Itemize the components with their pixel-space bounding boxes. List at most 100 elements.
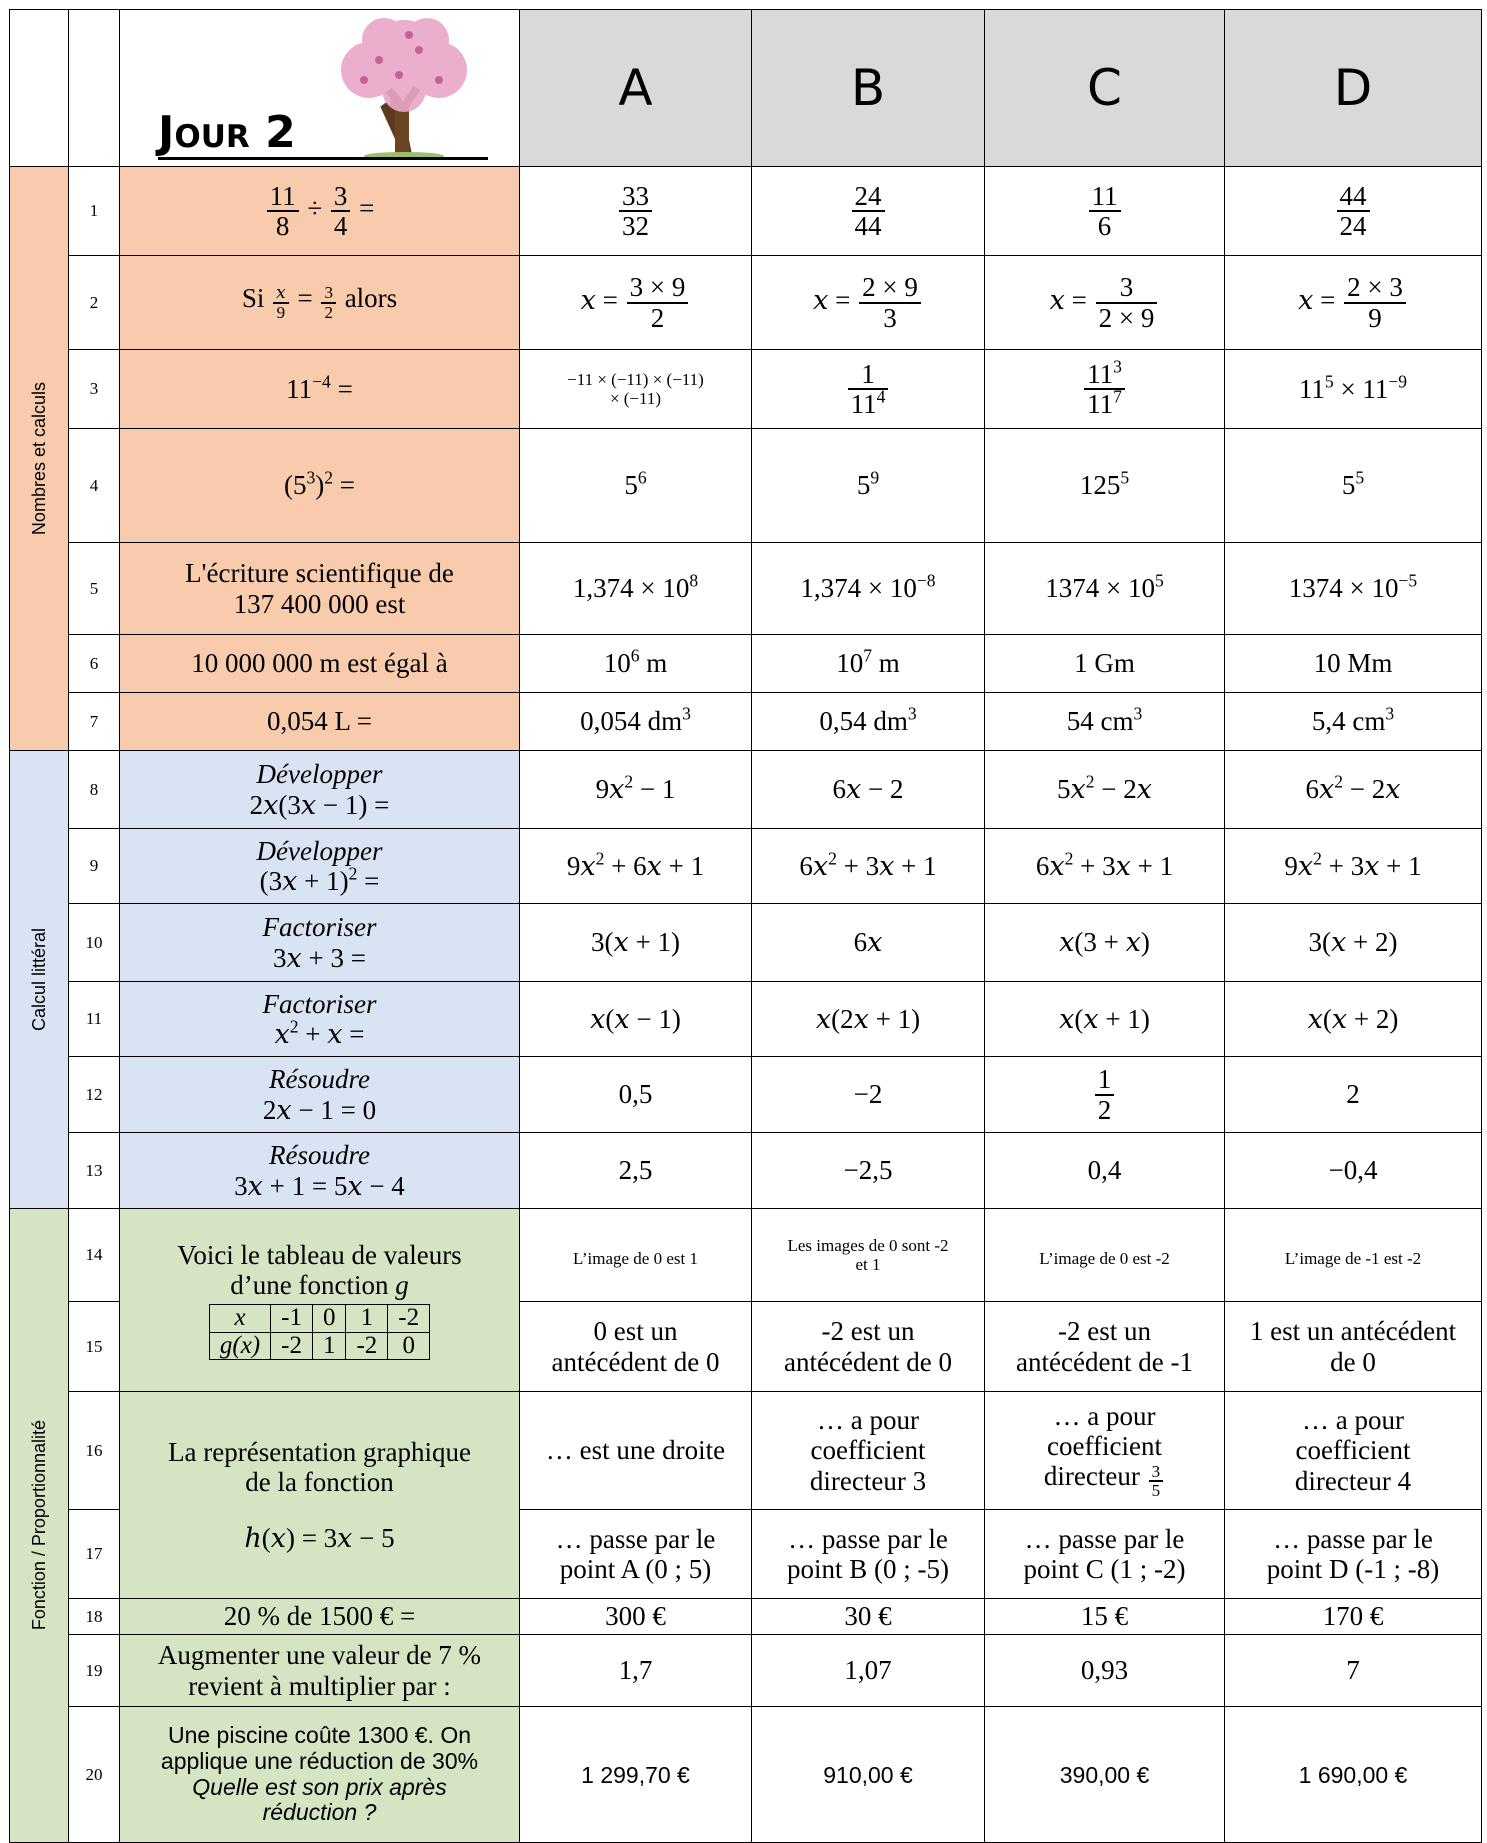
row-number: 1 xyxy=(68,166,120,256)
denominator: 9 xyxy=(273,304,289,322)
text: directeur xyxy=(1043,1461,1147,1492)
block: Les images de 0 sont -2 et 1 xyxy=(756,1236,980,1274)
text: … a pour xyxy=(1302,1405,1404,1436)
expression: 9𝑥2 + 3𝑥 + 1 xyxy=(1284,850,1421,881)
numerator: 33 xyxy=(619,181,652,212)
text: 1,7 xyxy=(618,1655,653,1686)
exponent: −9 xyxy=(1388,371,1407,391)
text: g(x) xyxy=(219,1332,261,1359)
text: 3 xyxy=(682,703,691,724)
block: Résoudre 2𝑥 − 1 = 0 xyxy=(124,1064,515,1124)
text: 2,5 xyxy=(618,1155,653,1186)
italic-text: g(x) xyxy=(219,1332,261,1359)
question-cell: Développer 2𝑥(3𝑥 − 1) = xyxy=(119,750,520,829)
value-cell: -2 xyxy=(345,1331,389,1360)
line: … passe par le xyxy=(1229,1524,1477,1554)
exponent: 6 xyxy=(638,468,647,488)
text: 𝑥 = xyxy=(813,284,858,315)
line: applique une réduction de 30% xyxy=(124,1747,515,1775)
answer-cell: 33 32 xyxy=(519,166,752,256)
text: 1,374 × 10 xyxy=(572,573,690,604)
text: 0 xyxy=(402,1332,415,1359)
exponent: 2 xyxy=(290,1016,299,1036)
row-number: 8 xyxy=(68,750,120,829)
text: 6𝑥 xyxy=(799,850,829,881)
text: 11 xyxy=(286,373,313,404)
line: point A (0 ; 5) xyxy=(524,1554,747,1584)
answer-cell: L’image de -1 est -2 xyxy=(1224,1208,1482,1302)
numerator: 3 xyxy=(330,181,351,212)
text: Augmenter une valeur de 7 % xyxy=(157,1640,482,1671)
section-text: Fonction / Proportionnalité xyxy=(28,1420,49,1631)
expression: 9𝑥2 + 6𝑥 + 1 xyxy=(567,850,704,881)
section-label: Fonction / Proportionnalité xyxy=(9,1208,69,1843)
question-row: 9 Développer (3𝑥 + 1)2 = 9𝑥2 + 6𝑥 + 1 6𝑥2 + … xyxy=(10,828,1482,904)
text: L'écriture scientifique de xyxy=(185,558,454,589)
exponent: 5 xyxy=(1120,468,1129,488)
numerator: 𝑥 xyxy=(273,284,289,305)
line: coefficient xyxy=(989,1431,1220,1461)
exponent: 5 xyxy=(1325,371,1334,391)
text: 5 xyxy=(1355,467,1365,488)
question-row: 18 20 % de 1500 € = 300 € 30 € 15 € 170 € xyxy=(10,1598,1482,1635)
line: Voici le tableau de valeurs xyxy=(124,1240,515,1270)
answer-cell: −11 × (−11) × (−11) × (−11) xyxy=(519,349,752,429)
text: −5 xyxy=(1398,570,1418,591)
exponent: 2 xyxy=(324,468,333,488)
expression: 1374 × 10−5 xyxy=(1289,570,1418,603)
text: 910,00 € xyxy=(823,1762,913,1789)
exponent: 3 xyxy=(1385,704,1394,724)
line: Développer xyxy=(124,759,515,789)
text: Si xyxy=(241,283,272,314)
question-row: 10 Factoriser 3𝑥 + 3 = 3(𝑥 + 1) 6𝑥 𝑥(3 + 𝑥) 3(… xyxy=(10,903,1482,982)
line: revient à multiplier par : xyxy=(124,1671,515,1701)
line: … passe par le xyxy=(989,1524,1220,1554)
row-number: 11 xyxy=(68,981,120,1057)
text: 8 xyxy=(689,570,699,591)
question-row: 16 La représentation graphique de la fonct… xyxy=(10,1391,1482,1599)
block: 0 est un antécédent de 0 xyxy=(524,1316,747,1376)
row-number: 6 xyxy=(68,634,120,693)
line: antécédent de 0 xyxy=(524,1347,747,1377)
text: ) xyxy=(315,470,325,501)
line: … passe par le xyxy=(756,1524,980,1554)
text: applique une réduction de 30% xyxy=(160,1747,479,1774)
block: L'écriture scientifique de 137 400 000 es… xyxy=(124,558,515,618)
text: × 11 xyxy=(1333,373,1389,404)
text: 4 xyxy=(876,386,886,407)
answer-cell: … passe par le point B (0 ; -5) xyxy=(751,1509,985,1599)
text: × (−11) xyxy=(609,389,662,408)
text: directeur 4 xyxy=(1294,1465,1412,1496)
column-header: C xyxy=(984,9,1225,167)
exponent: 2 xyxy=(828,848,837,868)
text: 6𝑥 − 2 xyxy=(832,774,904,805)
answer-cell: L’image de 0 est -2 xyxy=(984,1208,1225,1302)
text: 2𝑥(3𝑥 − 1) = xyxy=(249,789,390,820)
answer-cell: … est une droite xyxy=(519,1391,752,1510)
expression: 56 xyxy=(624,468,647,500)
value-cell: -1 xyxy=(270,1304,313,1333)
block: La représentation graphique de la fonctio… xyxy=(124,1437,515,1554)
answer-cell: 1 Gm xyxy=(984,634,1225,693)
text: 1 xyxy=(861,358,875,389)
quiz-table: Jour 2 A B C D Nombres et calculs 1 11 8 ÷ … xyxy=(9,9,1482,1843)
block: … a pour coefficient directeur 3 xyxy=(756,1405,980,1496)
text: … a pour xyxy=(1053,1400,1156,1431)
text: 1 xyxy=(322,1332,336,1359)
text: 2 xyxy=(828,848,837,869)
text: x xyxy=(234,1304,246,1332)
row-number: 16 xyxy=(68,1391,120,1510)
exponent: 7 xyxy=(863,646,872,666)
exponent: 5 xyxy=(1355,468,1364,488)
text: −9 xyxy=(1388,371,1408,392)
text: 5 xyxy=(856,470,871,501)
answer-cell: 113 117 xyxy=(984,349,1225,429)
